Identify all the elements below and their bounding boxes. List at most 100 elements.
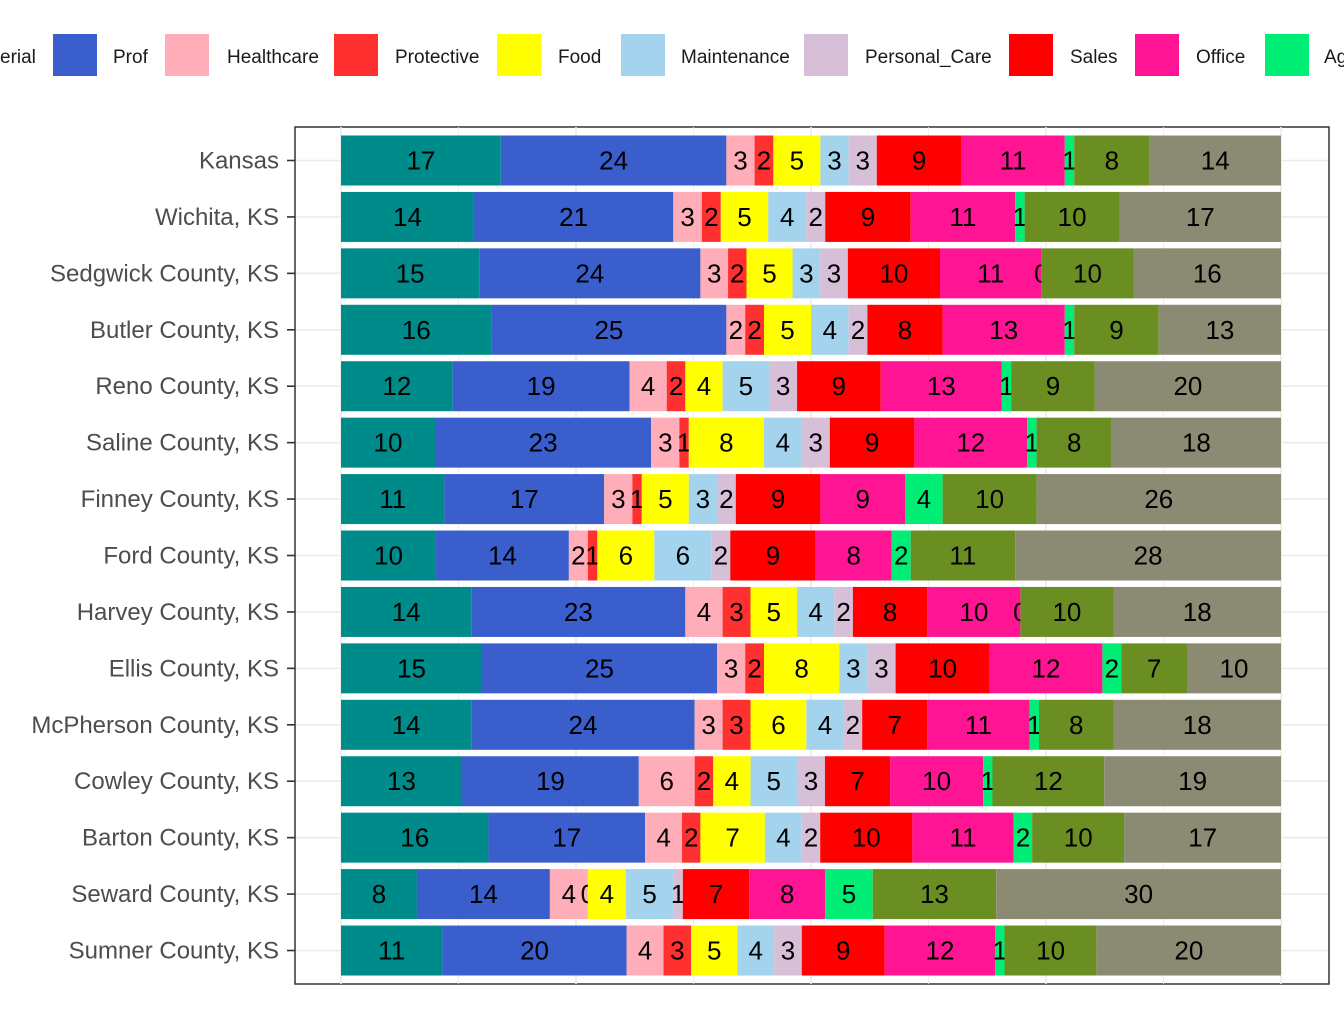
data-label: 4 xyxy=(562,879,576,909)
data-label: 5 xyxy=(842,879,856,909)
data-label: 10 xyxy=(922,766,951,796)
data-label: 8 xyxy=(1105,146,1119,176)
bar-segment-series-11 xyxy=(1004,925,1097,976)
legend-item-healthcare: Healthcare xyxy=(165,34,319,76)
data-label: 3 xyxy=(611,484,625,514)
data-label: 7 xyxy=(850,766,864,796)
bar-row-sumner-county-ks: 11 20 4 3 5 4 3 9 12 1 10 20 xyxy=(341,925,1281,976)
data-label: 7 xyxy=(888,710,902,740)
bar-segment-office xyxy=(927,586,1021,637)
bar-segment-personal-care xyxy=(848,304,868,355)
bar-row-sedgwick-county-ks: 152432533101101016 xyxy=(341,248,1281,299)
bar-segment-personal-care xyxy=(673,869,683,920)
bar-segment-managerial xyxy=(341,135,501,186)
data-label: 10 xyxy=(1036,936,1065,966)
bar-row-barton-county-ks: 16 17 4 2 7 4 2 10 11 2 10 17 xyxy=(341,812,1281,863)
data-label: 3 xyxy=(776,371,790,401)
bar-row-kansas: 17 24 3 2 5 3 3 9 11 1 8 14 xyxy=(341,135,1281,186)
data-label: 1 xyxy=(1025,428,1039,458)
bar-segment-series-12 xyxy=(1036,474,1281,525)
bar-segment-food xyxy=(746,248,793,299)
bar-segment-series-11 xyxy=(1039,699,1114,750)
bar-segment-office xyxy=(940,248,1042,299)
bar-segment-series-12 xyxy=(1119,191,1281,242)
bar-segment-office xyxy=(914,417,1028,468)
data-label: 1 xyxy=(585,541,599,571)
bar-segment-office xyxy=(912,812,1014,863)
bar-segment-healthcare xyxy=(629,361,667,412)
bar-segment-prof xyxy=(471,699,695,750)
bar-segment-sales xyxy=(735,474,821,525)
data-label: 1 xyxy=(981,766,995,796)
bar-segment-sales xyxy=(797,361,881,412)
legend-item-personal-care: Personal_Care xyxy=(804,34,992,76)
data-label: 14 xyxy=(392,597,421,627)
bar-segment-series-11 xyxy=(910,530,1016,581)
data-label: 12 xyxy=(1032,653,1061,683)
bar-segment-managerial xyxy=(341,586,472,637)
legend-key xyxy=(1009,34,1053,76)
data-label: 12 xyxy=(1034,766,1063,796)
y-tick-label: Reno County, KS xyxy=(95,373,279,400)
bar-segment-maintenance xyxy=(654,530,712,581)
data-label: 20 xyxy=(520,936,549,966)
data-label: 17 xyxy=(1186,202,1215,232)
data-label: 28 xyxy=(1134,541,1163,571)
bar-segment-managerial xyxy=(341,248,480,299)
legend-label: Office xyxy=(1196,47,1245,68)
bar-segment-series-12 xyxy=(1104,756,1281,807)
bar-segment-office xyxy=(815,530,892,581)
bar-segment-maintenance xyxy=(820,135,849,186)
legend-item-sales: Sales xyxy=(1009,34,1118,76)
bar-row-finney-county-ks: 11 17 3 1 5 3 2 9 9 4 10 26 xyxy=(341,474,1281,525)
bar-segment-ag xyxy=(1102,643,1122,694)
data-label: 3 xyxy=(846,653,860,683)
data-label: 9 xyxy=(1046,371,1060,401)
bar-segment-prof xyxy=(416,869,550,920)
data-label: 6 xyxy=(771,710,785,740)
data-label: 4 xyxy=(818,710,832,740)
data-label: 5 xyxy=(739,371,753,401)
bar-segment-healthcare xyxy=(549,869,588,920)
data-label: 25 xyxy=(585,653,614,683)
bar-segment-personal-care xyxy=(769,361,798,412)
bar-row-ford-county-ks: 10 14 2 1 6 6 2 9 8 2 11 28 xyxy=(341,530,1281,581)
bar-segment-maintenance xyxy=(625,869,674,920)
data-label: 2 xyxy=(757,146,771,176)
bar-segment-ag xyxy=(995,925,1005,976)
data-label: 9 xyxy=(912,146,926,176)
bar-segment-maintenance xyxy=(688,474,717,525)
bar-row-harvey-county-ks: 14 23 4 3 5 4 2 8 10 0 10 18 xyxy=(341,586,1281,637)
bar-segment-maintenance xyxy=(811,304,849,355)
legend-item-prof: Prof xyxy=(53,34,149,76)
bar-segment-managerial xyxy=(341,191,474,242)
y-tick-label: Wichita, KS xyxy=(155,204,279,231)
data-label: 4 xyxy=(917,484,931,514)
legend-key xyxy=(497,34,541,76)
data-label: 25 xyxy=(594,315,623,345)
legend-key xyxy=(53,34,97,76)
bar-segment-healthcare xyxy=(726,135,755,186)
legend-item-maintenance: Maintenance xyxy=(621,34,790,76)
data-label: 14 xyxy=(488,541,517,571)
bar-segment-protective xyxy=(701,191,721,242)
legend-item-ag: Ag xyxy=(1265,34,1344,76)
data-label: 2 xyxy=(669,371,683,401)
data-label: 19 xyxy=(527,371,556,401)
data-label: 10 xyxy=(1064,823,1093,853)
legend-label: erial xyxy=(0,47,36,68)
bar-segment-series-12 xyxy=(1149,135,1281,186)
bar-segment-office xyxy=(927,699,1030,750)
legend-label: Maintenance xyxy=(681,47,790,68)
data-label: 23 xyxy=(564,597,593,627)
bar-segment-prof xyxy=(479,248,701,299)
data-label: 8 xyxy=(1067,428,1081,458)
data-label: 3 xyxy=(658,428,672,458)
bar-segment-prof xyxy=(452,361,630,412)
legend-key xyxy=(1135,34,1179,76)
data-label: 9 xyxy=(771,484,785,514)
bar-segment-managerial xyxy=(341,699,472,750)
data-label: 4 xyxy=(780,202,794,232)
